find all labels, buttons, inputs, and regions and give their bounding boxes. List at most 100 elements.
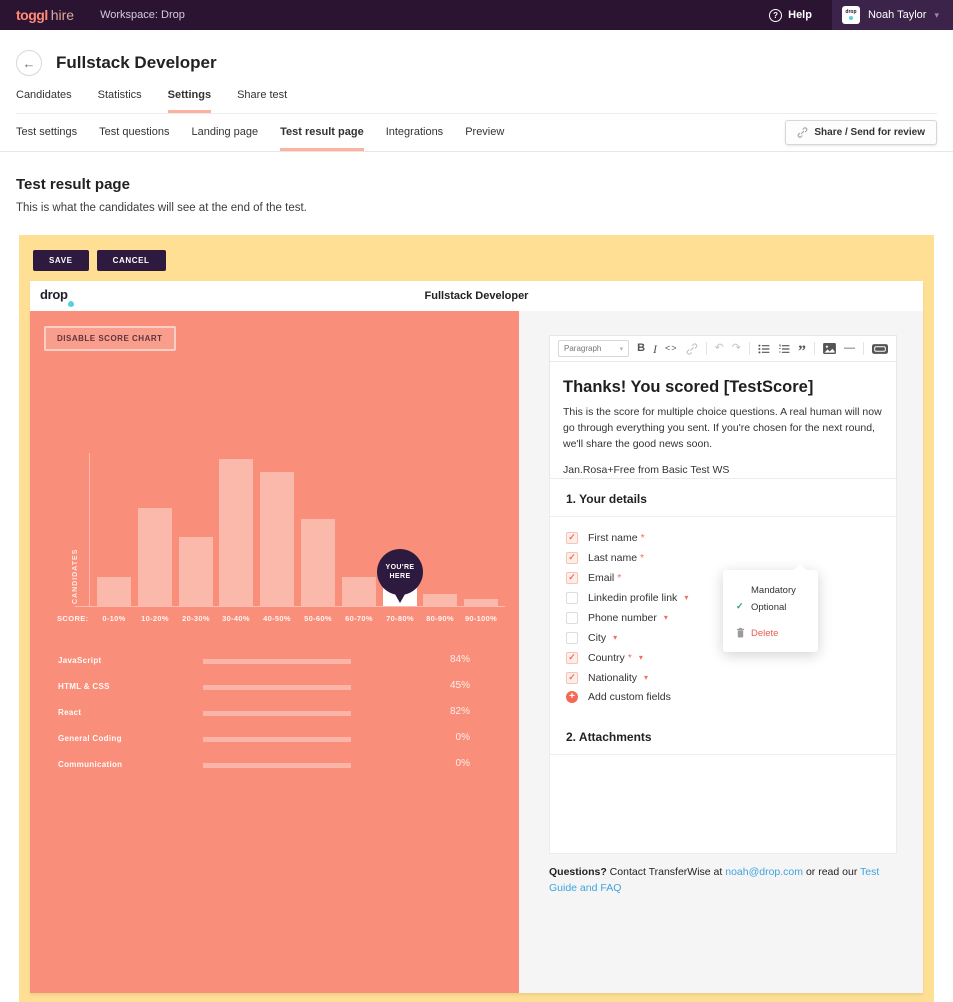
editor-content-area[interactable]: Thanks! You scored [TestScore] This is t…	[550, 362, 896, 490]
cancel-button[interactable]: CANCEL	[96, 250, 166, 271]
field-options-caret[interactable]: ▾	[684, 593, 689, 602]
subtab-landing-page[interactable]: Landing page	[191, 126, 259, 138]
undo-icon[interactable]: ↶	[714, 342, 724, 354]
redo-icon[interactable]: ↷	[731, 342, 741, 354]
paragraph-style-dropdown[interactable]: Paragraph ▾	[558, 340, 630, 357]
popup-optional-option[interactable]: ✓ Optional	[723, 599, 818, 616]
field-row-last-name: ✓ Last name *	[566, 551, 880, 564]
code-icon[interactable]: <>	[665, 343, 678, 353]
checkbox-linkedin-profile-link[interactable]	[566, 591, 578, 604]
back-arrow-icon: ←	[22, 55, 36, 71]
field-label: Linkedin profile link	[588, 591, 678, 604]
required-asterisk: *	[627, 651, 632, 664]
popup-mandatory-option[interactable]: Mandatory	[751, 585, 796, 596]
field-label: City	[588, 631, 607, 644]
share-button-label: Share / Send for review	[814, 127, 925, 138]
histogram-bar-40-50	[260, 472, 294, 606]
link-icon[interactable]	[686, 342, 698, 355]
share-send-review-button[interactable]: Share / Send for review	[785, 120, 937, 145]
subtab-test-settings[interactable]: Test settings	[16, 126, 78, 138]
field-row-city: City ▾	[566, 631, 880, 644]
checkbox-nationality[interactable]: ✓	[566, 671, 578, 684]
field-label: Nationality	[588, 671, 638, 684]
checkbox-country[interactable]: ✓	[566, 651, 578, 664]
skill-percentage: 0%	[455, 732, 470, 743]
field-label: Country	[588, 651, 625, 664]
histogram-tick-80-90: 80-90%	[426, 614, 454, 623]
test-guide-link[interactable]: Test Guide and FAQ	[549, 866, 880, 895]
disable-score-chart-button[interactable]: DISABLE SCORE CHART	[44, 326, 176, 351]
field-options-caret[interactable]: ▾	[638, 653, 643, 662]
field-options-caret[interactable]: ▾	[644, 673, 649, 682]
horizontal-rule-icon[interactable]: —	[844, 342, 855, 354]
histogram-tick-60-70: 60-70%	[345, 614, 373, 623]
add-custom-fields-button[interactable]: + Add custom fields	[566, 691, 880, 703]
chart-x-axis-label: SCORE:	[57, 614, 89, 623]
skill-percentage: 45%	[449, 680, 470, 691]
workspace-label: Workspace: Drop	[100, 9, 185, 21]
histogram-bar-90-100	[464, 599, 498, 606]
toolbar-separator	[705, 342, 707, 355]
field-row-country: ✓ Country * ▾	[566, 651, 880, 664]
candidate-details-card: 1. Your details ✓ First name * ✓ Last name * ✓…	[549, 478, 897, 854]
toggl-hire-logo: toggl hire	[16, 7, 74, 23]
field-row-email: ✓ Email *	[566, 571, 880, 584]
candidate-page-test-title: Fullstack Developer	[424, 290, 529, 302]
tab-settings[interactable]: Settings	[167, 89, 212, 113]
subtab-test-result-page[interactable]: Test result page	[280, 114, 364, 151]
tab-share-test[interactable]: Share test	[237, 89, 288, 101]
subtab-preview[interactable]: Preview	[465, 126, 505, 138]
skill-row-javascript: JavaScript 84%	[30, 651, 519, 677]
subtab-integrations[interactable]: Integrations	[385, 126, 444, 138]
subtabs-container: Test settings Test questions Landing page T…	[16, 114, 504, 151]
skill-label: HTML & CSS	[58, 682, 110, 691]
checkbox-phone-number[interactable]	[566, 611, 578, 624]
histogram-bar-20-30	[179, 537, 213, 606]
plus-icon: +	[566, 691, 578, 703]
italic-icon[interactable]: I	[653, 341, 658, 356]
skill-row-html-css: HTML & CSS 45%	[30, 677, 519, 703]
checkbox-email[interactable]: ✓	[566, 571, 578, 584]
field-options-caret[interactable]: ▾	[663, 613, 668, 622]
footer-text-2: or read our	[803, 866, 861, 878]
back-button[interactable]: ←	[16, 50, 42, 76]
field-options-caret[interactable]: ▾	[613, 633, 618, 642]
checkbox-city[interactable]	[566, 631, 578, 644]
required-asterisk: *	[617, 571, 622, 584]
field-row-nationality: ✓ Nationality ▾	[566, 671, 880, 684]
test-header-section: ← Fullstack Developer Candidates Statisti…	[0, 30, 953, 114]
contact-email-link[interactable]: noah@drop.com	[725, 866, 804, 878]
bold-icon[interactable]: B	[637, 342, 646, 354]
quote-icon[interactable]: ”	[798, 342, 806, 360]
help-button[interactable]: ? Help	[769, 8, 812, 22]
attachments-section-title: 2. Attachments	[550, 717, 896, 755]
save-button[interactable]: SAVE	[33, 250, 89, 271]
details-field-checklist: ✓ First name * ✓ Last name * ✓ Email * Linkedin p…	[550, 517, 896, 717]
bullet-list-icon[interactable]	[758, 344, 770, 354]
histogram-tick-70-80: 70-80%	[386, 614, 414, 623]
histogram-bar-0-10	[97, 577, 131, 606]
drop-brand-logo: drop	[40, 287, 74, 307]
checkbox-last-name[interactable]: ✓	[566, 551, 578, 564]
paragraph-dropdown-value: Paragraph	[564, 344, 602, 353]
field-row-phone-number: Phone number ▾	[566, 611, 880, 624]
insert-button-icon[interactable]	[872, 343, 888, 354]
field-options-popup: Mandatory ✓ Optional Delete	[723, 564, 818, 652]
questions-footer: Questions? Contact TransferWise at noah@…	[549, 864, 895, 897]
tab-candidates[interactable]: Candidates	[16, 89, 72, 101]
image-icon[interactable]	[823, 343, 836, 354]
skill-row-react: React 82%	[30, 703, 519, 729]
numbered-list-icon[interactable]	[778, 344, 790, 354]
checkbox-first-name[interactable]: ✓	[566, 531, 578, 544]
histogram-tick-30-40: 30-40%	[222, 614, 250, 623]
histogram-bar-50-60	[301, 519, 335, 606]
tab-statistics[interactable]: Statistics	[97, 89, 142, 101]
subtab-test-questions[interactable]: Test questions	[99, 126, 170, 138]
histogram-tick-0-10: 0-10%	[102, 614, 126, 623]
page-title: Test result page	[16, 176, 130, 193]
page-description: This is what the candidates will see at …	[16, 202, 307, 214]
popup-delete-option[interactable]: Delete	[723, 625, 818, 642]
help-icon: ?	[769, 8, 783, 22]
user-menu[interactable]: drop Noah Taylor ▾	[831, 0, 953, 30]
result-body-text: This is the score for multiple choice qu…	[563, 406, 882, 450]
